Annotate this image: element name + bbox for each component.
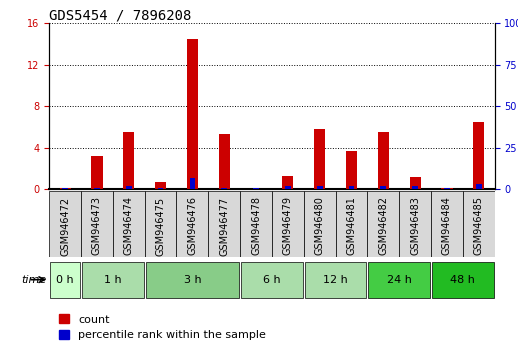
Text: 24 h: 24 h bbox=[387, 275, 412, 285]
Bar bbox=[476, 184, 482, 189]
Bar bbox=[399, 191, 431, 257]
Text: GSM946473: GSM946473 bbox=[92, 196, 102, 255]
Text: GSM946482: GSM946482 bbox=[378, 196, 388, 255]
Text: GSM946484: GSM946484 bbox=[442, 196, 452, 255]
Bar bbox=[346, 151, 357, 189]
Bar bbox=[305, 262, 366, 298]
Bar bbox=[91, 156, 103, 189]
Bar bbox=[317, 186, 323, 189]
Text: 6 h: 6 h bbox=[263, 275, 281, 285]
Bar bbox=[444, 188, 450, 189]
Bar bbox=[208, 191, 240, 257]
Bar bbox=[432, 262, 494, 298]
Bar bbox=[378, 132, 389, 189]
Bar bbox=[49, 191, 81, 257]
Text: time: time bbox=[21, 275, 47, 285]
Text: GSM946475: GSM946475 bbox=[155, 196, 166, 256]
Bar bbox=[410, 177, 421, 189]
Bar bbox=[473, 122, 484, 189]
Bar bbox=[221, 188, 227, 189]
Bar bbox=[431, 191, 463, 257]
Bar bbox=[177, 191, 208, 257]
Text: GSM946476: GSM946476 bbox=[188, 196, 197, 255]
Bar bbox=[146, 262, 239, 298]
Bar bbox=[412, 186, 418, 189]
Bar bbox=[380, 186, 386, 189]
Text: GSM946472: GSM946472 bbox=[60, 196, 70, 256]
Text: 48 h: 48 h bbox=[451, 275, 476, 285]
Bar bbox=[62, 188, 68, 189]
Text: GSM946478: GSM946478 bbox=[251, 196, 261, 255]
Bar bbox=[314, 129, 325, 189]
Bar bbox=[272, 191, 304, 257]
Text: GSM946479: GSM946479 bbox=[283, 196, 293, 255]
Bar bbox=[94, 188, 100, 189]
Text: GSM946481: GSM946481 bbox=[347, 196, 356, 255]
Bar bbox=[304, 191, 336, 257]
Text: GDS5454 / 7896208: GDS5454 / 7896208 bbox=[49, 9, 192, 23]
Bar bbox=[285, 186, 291, 189]
Bar bbox=[187, 39, 198, 189]
Bar bbox=[81, 191, 113, 257]
Bar bbox=[368, 262, 430, 298]
Text: 12 h: 12 h bbox=[323, 275, 348, 285]
Legend: count, percentile rank within the sample: count, percentile rank within the sample bbox=[55, 310, 270, 345]
Bar bbox=[50, 262, 80, 298]
Bar bbox=[240, 191, 272, 257]
Bar bbox=[219, 134, 230, 189]
Text: 0 h: 0 h bbox=[56, 275, 74, 285]
Bar bbox=[126, 186, 132, 189]
Bar bbox=[441, 188, 453, 189]
Text: 1 h: 1 h bbox=[104, 275, 122, 285]
Bar bbox=[113, 191, 145, 257]
Text: 3 h: 3 h bbox=[183, 275, 201, 285]
Text: GSM946474: GSM946474 bbox=[124, 196, 134, 255]
Bar bbox=[349, 186, 354, 189]
Text: GSM946483: GSM946483 bbox=[410, 196, 420, 255]
Bar bbox=[367, 191, 399, 257]
Text: GSM946480: GSM946480 bbox=[314, 196, 325, 255]
Bar bbox=[60, 188, 70, 189]
Bar bbox=[157, 188, 164, 189]
Text: GSM946477: GSM946477 bbox=[219, 196, 229, 256]
Bar bbox=[282, 176, 293, 189]
Bar bbox=[253, 188, 259, 189]
Bar bbox=[145, 191, 177, 257]
Bar bbox=[336, 191, 367, 257]
Bar bbox=[82, 262, 143, 298]
Bar bbox=[241, 262, 303, 298]
Bar bbox=[123, 132, 134, 189]
Bar bbox=[463, 191, 495, 257]
Bar bbox=[155, 182, 166, 189]
Bar bbox=[190, 178, 195, 189]
Text: GSM946485: GSM946485 bbox=[474, 196, 484, 255]
